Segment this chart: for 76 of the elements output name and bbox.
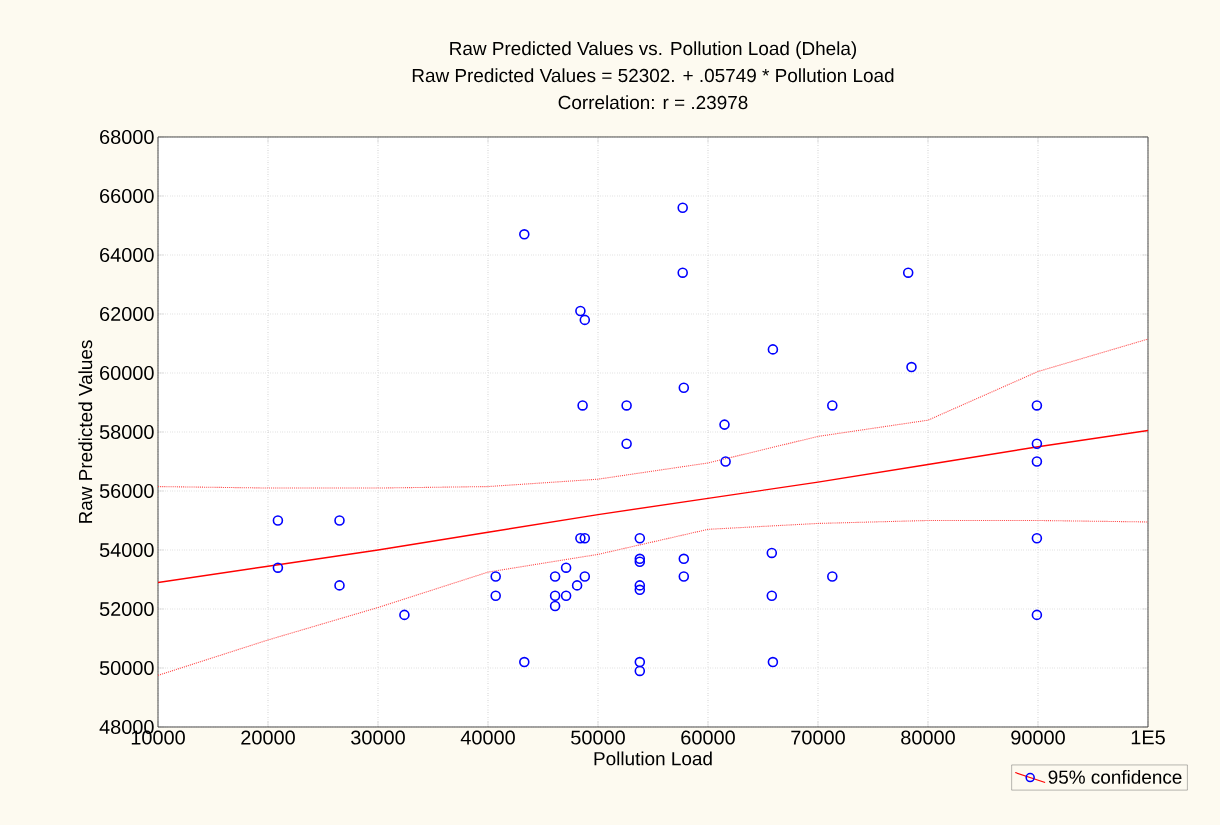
point bbox=[766, 547, 778, 559]
point bbox=[902, 267, 914, 278]
point bbox=[549, 571, 561, 582]
point bbox=[621, 438, 632, 450]
y-tick-label: 64000 bbox=[100, 247, 154, 263]
point bbox=[560, 562, 572, 573]
y-tick-label: 60000 bbox=[100, 365, 154, 381]
point bbox=[549, 600, 561, 612]
x-tick-label: 40000 bbox=[460, 730, 515, 745]
x-tick-label: 20000 bbox=[241, 730, 295, 745]
point bbox=[549, 590, 561, 601]
point bbox=[399, 609, 410, 621]
point bbox=[677, 202, 688, 214]
point bbox=[827, 400, 838, 411]
line-series bbox=[158, 519, 1148, 676]
y-tick-label: 66000 bbox=[100, 188, 154, 204]
point bbox=[634, 532, 646, 544]
point bbox=[1031, 532, 1043, 544]
y-tick-label: 58000 bbox=[99, 424, 154, 440]
point bbox=[1031, 438, 1043, 450]
point bbox=[490, 590, 501, 601]
point bbox=[519, 229, 530, 240]
point bbox=[571, 580, 583, 591]
chart-subtitle: Raw Predicted Values = 52302. + .05749 * Pollution Load bbox=[412, 68, 894, 83]
chart-title: Raw Predicted Values vs. Pollution Load (Dhela) bbox=[450, 41, 857, 59]
point bbox=[519, 656, 530, 668]
x-tick-label: 30000 bbox=[351, 730, 405, 745]
point bbox=[579, 571, 591, 582]
line-series bbox=[158, 429, 1148, 584]
point bbox=[677, 267, 688, 278]
point bbox=[827, 571, 838, 582]
point bbox=[678, 553, 690, 565]
point bbox=[1031, 609, 1043, 621]
point bbox=[678, 571, 690, 582]
y-tick-label: 52000 bbox=[99, 601, 154, 617]
y-tick-label: 54000 bbox=[99, 542, 154, 558]
point bbox=[634, 580, 646, 591]
text: Correlation: r = .23978 bbox=[558, 95, 748, 110]
y-axis-title: Raw Predicted Values bbox=[78, 340, 93, 523]
point bbox=[575, 305, 586, 317]
y-tick-label: 62000 bbox=[100, 306, 154, 322]
point bbox=[634, 665, 646, 677]
x-tick-label: 90000 bbox=[1011, 730, 1065, 745]
x-tick-label: 50000 bbox=[571, 730, 625, 745]
x-axis-title: Pollution Load bbox=[594, 751, 712, 766]
point bbox=[678, 382, 690, 394]
legend-label: 95% confidence bbox=[1048, 769, 1182, 784]
point bbox=[334, 515, 345, 526]
point bbox=[767, 344, 779, 355]
line-series bbox=[158, 338, 1148, 489]
point bbox=[577, 400, 588, 411]
x-tick-label: 1E5 bbox=[1131, 730, 1165, 745]
point bbox=[575, 532, 586, 544]
point bbox=[906, 361, 917, 373]
x-tick-label: 60000 bbox=[681, 730, 735, 745]
point bbox=[1031, 456, 1043, 467]
point bbox=[719, 419, 730, 430]
x-tick-label: 80000 bbox=[901, 730, 955, 745]
point bbox=[767, 656, 779, 668]
point bbox=[579, 532, 591, 544]
y-tick-label: 56000 bbox=[99, 483, 154, 499]
point bbox=[490, 571, 501, 582]
y-tick-label: 50000 bbox=[99, 660, 154, 676]
point bbox=[720, 456, 731, 467]
x-tick-label: 70000 bbox=[791, 730, 845, 745]
point bbox=[1031, 400, 1043, 411]
y-tick-label: 68000 bbox=[100, 129, 154, 145]
point bbox=[634, 584, 646, 596]
point bbox=[579, 314, 591, 326]
point bbox=[634, 656, 646, 668]
point bbox=[560, 590, 572, 601]
point bbox=[272, 515, 284, 526]
point bbox=[334, 580, 345, 591]
point bbox=[766, 590, 778, 601]
point bbox=[621, 400, 632, 411]
point bbox=[272, 562, 284, 573]
